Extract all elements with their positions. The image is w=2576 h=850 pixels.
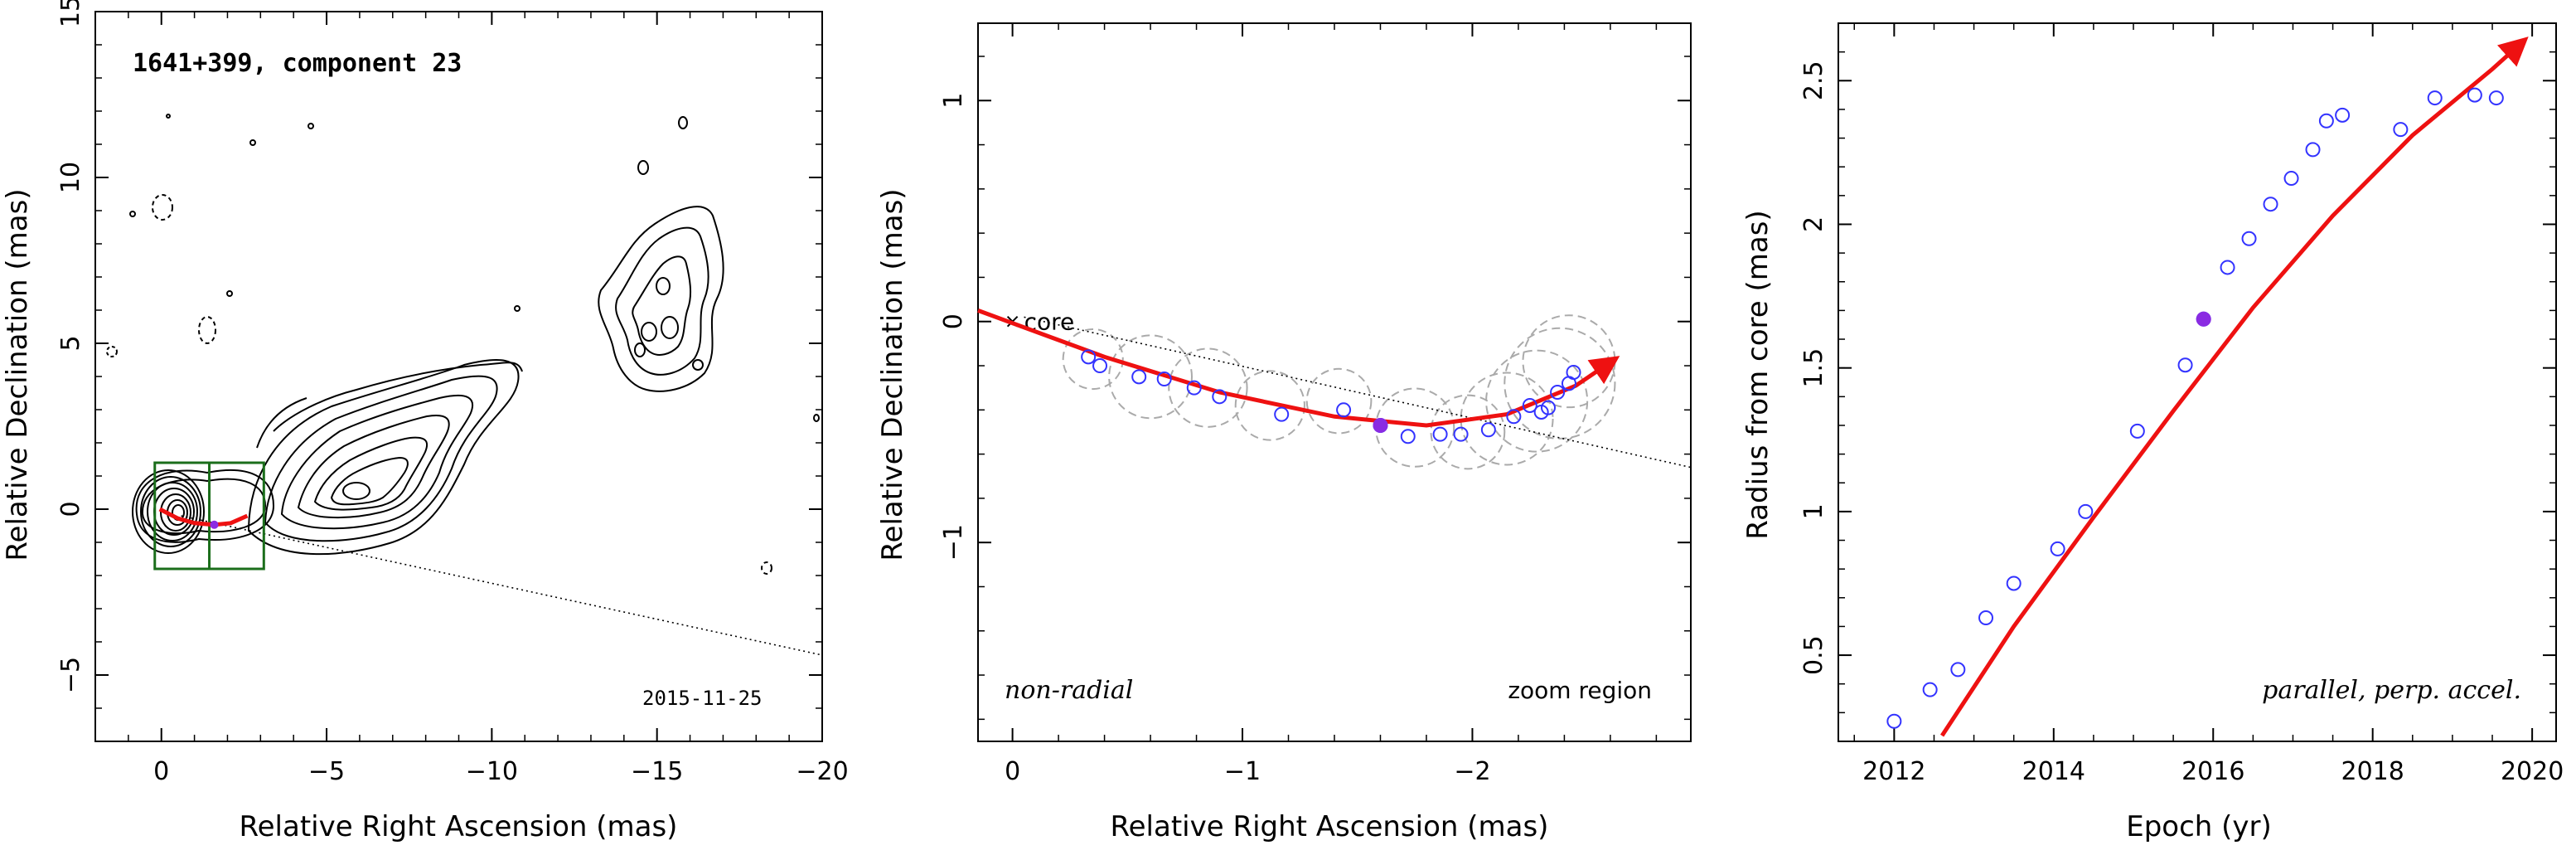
panel2-y-tick-label: 1 xyxy=(939,93,968,109)
uncertainty-circle xyxy=(1108,334,1194,420)
panel2-annotation-right: zoom region xyxy=(1508,677,1652,704)
data-point xyxy=(1453,426,1469,442)
panel3-y-tick-label: 1.5 xyxy=(1799,348,1828,388)
panel3-y-tick-label: 2.5 xyxy=(1799,61,1828,100)
data-point xyxy=(1541,400,1556,415)
panel1-x-axis-label: Relative Right Ascension (mas) xyxy=(240,810,678,843)
panel2-x-tick-label: −1 xyxy=(1224,757,1261,786)
uncertainty-circle xyxy=(1503,327,1616,440)
data-point xyxy=(2129,423,2145,439)
radial-direction-line xyxy=(181,515,823,656)
data-point xyxy=(2393,122,2409,138)
data-point xyxy=(2263,197,2278,212)
panel3-x-tick-label: 2016 xyxy=(2181,757,2244,786)
panel2-y-tick-label: −1 xyxy=(939,524,968,561)
panel1-y-tick-label: −5 xyxy=(56,657,85,693)
data-point xyxy=(1212,389,1227,405)
panel3-x-tick-label: 2020 xyxy=(2501,757,2564,786)
uncertainty-circle xyxy=(1485,349,1589,453)
uncertainty-circle xyxy=(1305,367,1373,435)
panel3-y-tick-label: 1 xyxy=(1799,503,1828,519)
data-point xyxy=(1432,426,1448,442)
data-point xyxy=(2050,541,2065,556)
panel3-axes-frame xyxy=(1838,22,2557,742)
panel1-axes-frame xyxy=(94,11,823,742)
highlighted-epoch-point xyxy=(2196,311,2211,327)
panel1-x-tick-label: −5 xyxy=(308,757,345,786)
data-point xyxy=(1480,422,1496,438)
panel1-x-tick-label: 0 xyxy=(153,757,169,786)
data-point xyxy=(2335,107,2351,123)
data-point xyxy=(1950,662,1966,678)
data-point xyxy=(1081,349,1097,365)
data-point xyxy=(1274,406,1290,422)
data-point xyxy=(1506,409,1522,425)
radial-direction-line xyxy=(1024,316,1692,469)
data-point xyxy=(2006,576,2022,591)
uncertainty-circle xyxy=(1168,347,1248,428)
panel1-y-tick-label: 15 xyxy=(56,0,85,27)
panel1-y-axis-label: Relative Declination (mas) xyxy=(1,188,34,561)
data-point xyxy=(1978,610,1994,626)
data-point xyxy=(2427,90,2443,106)
contour-map-image xyxy=(106,114,820,575)
panel1-date-label: 2015-11-25 xyxy=(642,687,763,710)
data-point xyxy=(2078,503,2094,519)
data-point xyxy=(1400,429,1416,444)
uncertainty-circle xyxy=(1062,328,1124,391)
data-point xyxy=(1156,372,1172,387)
panel1-y-tick-label: 5 xyxy=(56,335,85,351)
panel3-x-tick-label: 2012 xyxy=(1862,757,1925,786)
panel2-y-tick-label: 0 xyxy=(939,313,968,329)
panel2-annotation-left: non-radial xyxy=(1005,676,1133,705)
data-point xyxy=(2318,113,2334,129)
data-point xyxy=(2241,231,2257,246)
panel2-x-tick-label: 0 xyxy=(1005,757,1020,786)
highlighted-epoch-point xyxy=(1373,417,1388,433)
epoch-marker xyxy=(210,520,219,529)
data-point xyxy=(1092,358,1108,374)
panel3-y-axis-label: Radius from core (mas) xyxy=(1741,210,1775,539)
data-point xyxy=(1186,380,1202,396)
panel1-y-tick-label: 0 xyxy=(56,501,85,517)
data-point xyxy=(2283,171,2299,187)
data-point xyxy=(1336,402,1352,418)
uncertainty-circle xyxy=(1460,372,1554,466)
panel1-x-tick-label: −15 xyxy=(631,757,683,786)
panel3-y-tick-label: 0.5 xyxy=(1799,635,1828,675)
radius-epoch-panel: 2012 2014 2016 2018 2020 0.5 1 1.5 2 2.5 parallel… xyxy=(1741,22,2564,843)
uncertainty-circle xyxy=(1430,394,1506,470)
panel3-x-tick-label: 2014 xyxy=(2022,757,2085,786)
panel1-y-tick-label: 10 xyxy=(56,162,85,193)
uncertainty-circle xyxy=(1234,370,1305,441)
panel2-x-axis-label: Relative Right Ascension (mas) xyxy=(1111,810,1549,843)
data-point xyxy=(2220,260,2235,275)
panel1-x-tick-label: −10 xyxy=(466,757,518,786)
panel3-x-tick-label: 2018 xyxy=(2341,757,2404,786)
data-point xyxy=(1886,713,1902,729)
data-point xyxy=(1131,369,1147,385)
fit-curve xyxy=(1940,36,2529,737)
data-point xyxy=(2177,357,2193,373)
panel2-y-axis-label: Relative Declination (mas) xyxy=(876,188,909,561)
data-point xyxy=(1922,682,1938,697)
panel3-annotation: parallel, perp. accel. xyxy=(2262,676,2521,705)
trajectory-curve xyxy=(158,507,249,527)
data-point xyxy=(1522,397,1537,413)
data-point xyxy=(2467,87,2482,103)
data-point xyxy=(1566,365,1581,381)
panel1-title: 1641+399, component 23 xyxy=(133,49,462,78)
data-point xyxy=(1550,384,1566,400)
data-point xyxy=(2305,142,2321,158)
panel3-x-axis-label: Epoch (yr) xyxy=(2126,810,2272,843)
contour-map-panel: 0 −5 −10 −15 −20 −5 0 5 10 15 1641+399, component… xyxy=(1,0,849,843)
panel2-x-tick-label: −2 xyxy=(1454,757,1490,786)
data-point xyxy=(2488,90,2504,106)
panel1-x-tick-label: −20 xyxy=(796,757,848,786)
panel3-y-tick-label: 2 xyxy=(1799,216,1828,232)
